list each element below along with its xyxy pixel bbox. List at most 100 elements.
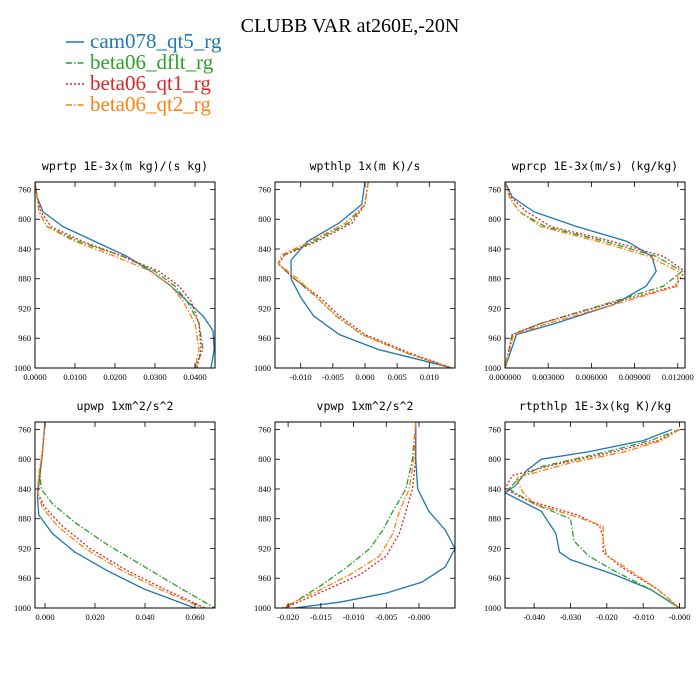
legend-label-3: beta06_qt2_rg <box>90 92 211 116</box>
series-line-beta06_qt2_rg <box>505 182 679 368</box>
y-tick-label: 880 <box>258 514 271 524</box>
plot-frame <box>274 421 456 609</box>
x-tick-label: 0.020 <box>85 612 104 622</box>
plot-frame <box>34 181 216 369</box>
x-tick-label: -0.005 <box>322 372 344 382</box>
series-line-beta06_dflt_rg <box>505 182 683 368</box>
y-tick-label: 920 <box>488 543 501 553</box>
panel-5: rtpthlp 1E-3x(kg K)/kg -0.040 -0.030 -0.020… <box>484 399 691 622</box>
series-line-beta06_qt1_rg <box>284 422 417 608</box>
y-tick-label: 920 <box>18 303 31 313</box>
legend-label-2: beta06_qt1_rg <box>90 71 211 95</box>
panel-title: wprcp 1E-3x(m/s) (kg/kg) <box>512 159 678 173</box>
x-tick-label: 0.0300 <box>143 372 166 382</box>
y-tick-label: 760 <box>488 424 501 434</box>
x-tick-label: 0.012000 <box>662 372 694 382</box>
y-tick-label: 840 <box>258 484 271 494</box>
y-tick-label: 1000 <box>254 363 271 373</box>
x-tick-label: 0.0100 <box>63 372 86 382</box>
series-line-beta06_qt1_rg <box>505 428 680 608</box>
legend-label-1: beta06_dflt_rg <box>90 50 214 74</box>
legend: cam078_qt5_rgbeta06_dflt_rgbeta06_qt1_rg… <box>66 29 222 116</box>
plot-frame <box>34 421 216 609</box>
panel-2: wprcp 1E-3x(m/s) (kg/kg) 0.000000 0.003000… <box>484 159 694 382</box>
panel-4: vpwp 1xm^2/s^2 -0.020 -0.015 -0.010 -0.005 -0… <box>254 399 456 622</box>
x-tick-label: 0.010 <box>420 372 439 382</box>
y-tick-label: 800 <box>488 454 501 464</box>
y-tick-label: 1000 <box>484 603 501 613</box>
x-tick-label: 0.060 <box>185 612 204 622</box>
series-line-beta06_dflt_rg <box>507 428 680 608</box>
series-line-cam078_qt5_rg <box>35 182 215 368</box>
y-tick-label: 920 <box>18 543 31 553</box>
series-line-cam078_qt5_rg <box>290 182 452 368</box>
series-line-cam078_qt5_rg <box>505 182 657 368</box>
x-tick-label: 0.040 <box>135 612 154 622</box>
y-tick-label: 960 <box>18 333 31 343</box>
legend-label-0: cam078_qt5_rg <box>90 29 222 53</box>
panel-title: wprtp 1E-3x(m kg)/(s kg) <box>42 159 208 173</box>
y-tick-label: 760 <box>258 424 271 434</box>
series-line-cam078_qt5_rg <box>294 422 455 608</box>
series-line-beta06_dflt_rg <box>39 422 215 608</box>
y-tick-label: 1000 <box>14 363 31 373</box>
x-tick-label: -0.020 <box>596 612 618 622</box>
y-tick-label: 840 <box>258 244 271 254</box>
y-tick-label: 800 <box>18 454 31 464</box>
x-tick-label: 0.0000 <box>23 372 46 382</box>
panel-title: vpwp 1xm^2/s^2 <box>317 399 414 413</box>
y-tick-label: 1000 <box>484 363 501 373</box>
series-line-beta06_qt2_rg <box>281 422 417 608</box>
x-tick-label: -0.015 <box>310 612 332 622</box>
panel-title: upwp 1xm^2/s^2 <box>77 399 174 413</box>
y-tick-label: 840 <box>18 244 31 254</box>
y-tick-label: 920 <box>258 303 271 313</box>
y-tick-label: 880 <box>18 514 31 524</box>
y-tick-label: 1000 <box>254 603 271 613</box>
x-tick-label: 0.003000 <box>532 372 564 382</box>
panel-title: rtpthlp 1E-3x(kg K)/kg <box>519 399 671 413</box>
y-tick-label: 960 <box>258 333 271 343</box>
panels: wprtp 1E-3x(m kg)/(s kg) 0.0000 0.0100 0.02… <box>14 159 694 622</box>
series-line-cam078_qt5_rg <box>505 428 680 608</box>
x-tick-label: 0.006000 <box>575 372 607 382</box>
x-tick-label: 0.005 <box>388 372 407 382</box>
panel-1: wpthlp 1x(m K)/s -0.010 -0.005 0.000 0.005 0.… <box>254 159 456 382</box>
y-tick-label: 880 <box>488 274 501 284</box>
y-tick-label: 800 <box>488 214 501 224</box>
series-line-beta06_qt2_rg <box>277 182 452 368</box>
y-tick-label: 840 <box>18 484 31 494</box>
y-tick-label: 960 <box>258 573 271 583</box>
x-tick-label: 0.0400 <box>183 372 206 382</box>
series-line-beta06_qt2_rg <box>35 182 200 368</box>
x-tick-label: -0.010 <box>343 612 365 622</box>
figure-title: CLUBB VAR at260E,-20N <box>241 15 460 37</box>
x-tick-label: -0.010 <box>290 372 312 382</box>
panel-title: wpthlp 1x(m K)/s <box>310 159 421 173</box>
x-tick-label: -0.005 <box>375 612 397 622</box>
y-tick-label: 880 <box>258 274 271 284</box>
y-tick-label: 920 <box>488 303 501 313</box>
y-tick-label: 760 <box>18 424 31 434</box>
x-tick-label: -0.000 <box>408 612 430 622</box>
y-tick-label: 920 <box>258 543 271 553</box>
y-tick-label: 800 <box>258 214 271 224</box>
plot-frame <box>504 181 686 369</box>
series-line-beta06_qt1_rg <box>277 182 453 368</box>
plot-frame <box>274 181 456 369</box>
y-tick-label: 880 <box>488 514 501 524</box>
y-tick-label: 880 <box>18 274 31 284</box>
series-line-beta06_dflt_rg <box>284 422 417 608</box>
x-tick-label: 0.000000 <box>489 372 521 382</box>
series-line-beta06_qt1_rg <box>36 422 206 608</box>
x-tick-label: 0.0200 <box>103 372 126 382</box>
y-tick-label: 960 <box>488 333 501 343</box>
y-tick-label: 840 <box>488 484 501 494</box>
y-tick-label: 800 <box>258 454 271 464</box>
y-tick-label: 960 <box>18 573 31 583</box>
x-tick-label: 0.000 <box>355 372 374 382</box>
x-tick-label: -0.040 <box>523 612 545 622</box>
y-tick-label: 960 <box>488 573 501 583</box>
series-line-beta06_qt1_rg <box>35 182 202 368</box>
